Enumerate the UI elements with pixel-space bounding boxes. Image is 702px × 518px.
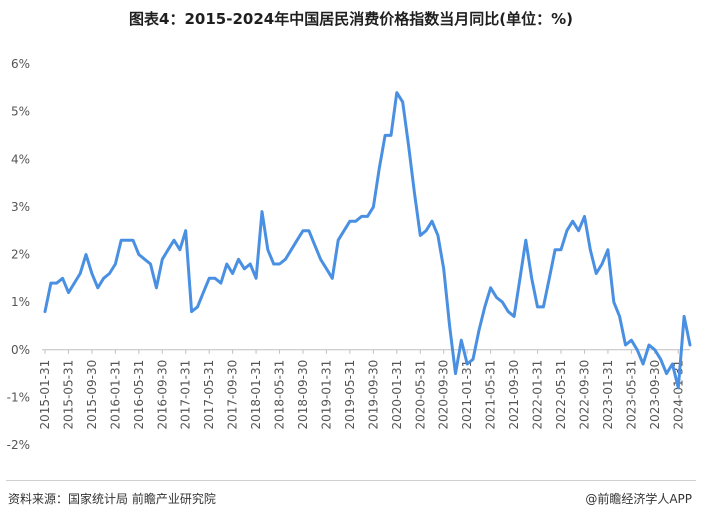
y-tick-label: 4%	[11, 152, 30, 166]
x-tick-label: 2019-05-31	[343, 360, 357, 430]
y-tick-label: 0%	[11, 343, 30, 357]
series-line-cpi	[43, 91, 692, 390]
x-tick-label: 2023-01-31	[601, 360, 615, 430]
y-tick-label: 2%	[11, 248, 30, 262]
y-tick-label: 5%	[11, 105, 30, 119]
source-note: 资料来源：国家统计局 前瞻产业研究院	[8, 492, 216, 506]
x-tick-label: 2021-01-31	[460, 360, 474, 430]
y-tick-label: 6%	[11, 57, 30, 71]
x-tick-label: 2018-01-31	[249, 360, 263, 430]
x-tick-label: 2022-01-31	[531, 360, 545, 430]
x-tick-label: 2019-09-30	[366, 360, 380, 430]
x-axis: 2015-01-31 2015-05-31 2015-09-30 2016-01-31…	[38, 349, 685, 430]
x-tick-label: 2020-05-31	[413, 360, 427, 430]
x-tick-label: 2022-09-30	[577, 360, 591, 430]
x-tick-label: 2019-01-31	[319, 360, 333, 430]
x-tick-label: 2015-01-31	[38, 360, 52, 430]
x-tick-label: 2020-09-30	[437, 360, 451, 430]
x-tick-label: 2015-09-30	[85, 360, 99, 430]
x-tick-label: 2020-01-31	[390, 360, 404, 430]
x-tick-label: 2018-09-30	[296, 360, 310, 430]
y-tick-label: 1%	[11, 295, 30, 309]
x-tick-label: 2018-05-31	[273, 360, 287, 430]
x-tick-label: 2015-05-31	[61, 360, 75, 430]
x-tick-label: 2023-05-31	[624, 360, 638, 430]
x-tick-label: 2017-05-31	[202, 360, 216, 430]
x-tick-label: 2017-01-31	[179, 360, 193, 430]
x-tick-label: 2022-05-31	[554, 360, 568, 430]
brand-watermark: @前瞻经济学人APP	[585, 492, 692, 506]
chart-title: 图表4：2015-2024年中国居民消费价格指数当月同比(单位：%)	[129, 10, 573, 28]
x-tick-label: 2016-05-31	[132, 360, 146, 430]
x-tick-label: 2023-09-30	[648, 360, 662, 430]
y-tick-label: 3%	[11, 200, 30, 214]
footer-divider	[6, 480, 696, 481]
x-tick-label: 2021-09-30	[507, 360, 521, 430]
y-tick-label: -2%	[7, 438, 30, 452]
x-tick-label: 2021-05-31	[484, 360, 498, 430]
x-tick-label: 2017-09-30	[226, 360, 240, 430]
y-axis: -2% -1% 0% 1% 2% 3% 4% 5% 6%	[7, 57, 30, 452]
x-tick-label: 2016-09-30	[155, 360, 169, 430]
y-tick-label: -1%	[7, 390, 30, 404]
x-tick-label: 2016-01-31	[108, 360, 122, 430]
